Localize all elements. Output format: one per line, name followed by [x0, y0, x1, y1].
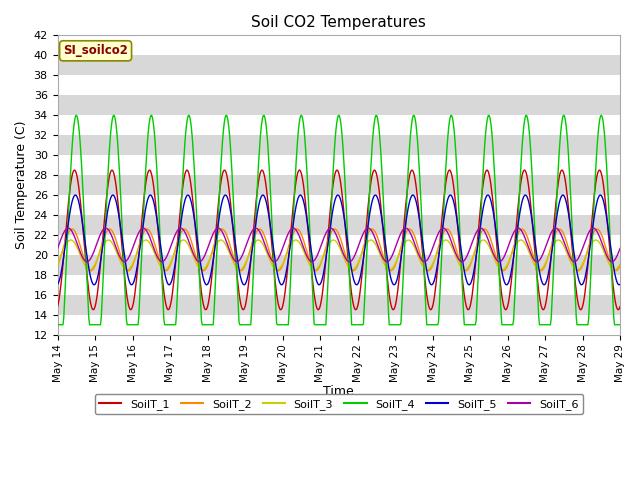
Bar [58, 195, 620, 215]
Text: SI_soilco2: SI_soilco2 [63, 44, 128, 57]
X-axis label: Time: Time [323, 385, 354, 398]
Bar [58, 36, 620, 55]
Bar [58, 275, 620, 295]
Bar [58, 75, 620, 95]
Bar [58, 115, 620, 135]
Bar [58, 235, 620, 255]
Title: Soil CO2 Temperatures: Soil CO2 Temperatures [252, 15, 426, 30]
Bar [58, 315, 620, 335]
Bar [58, 155, 620, 175]
Legend: SoilT_1, SoilT_2, SoilT_3, SoilT_4, SoilT_5, SoilT_6: SoilT_1, SoilT_2, SoilT_3, SoilT_4, Soil… [95, 394, 583, 414]
Y-axis label: Soil Temperature (C): Soil Temperature (C) [15, 121, 28, 249]
